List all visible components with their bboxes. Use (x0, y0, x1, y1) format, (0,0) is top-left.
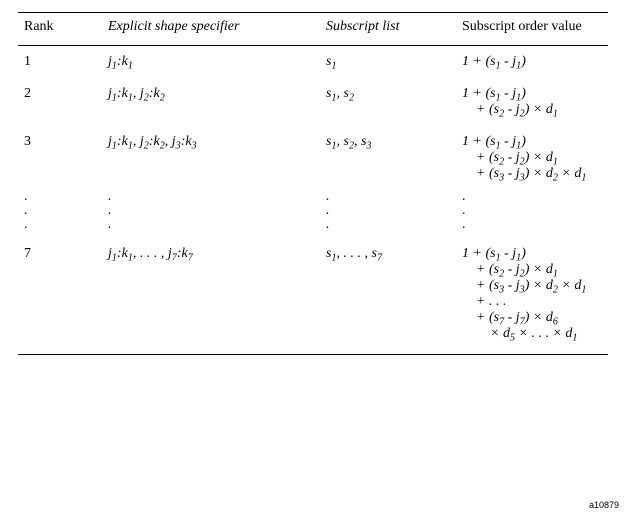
table-row: 3j1:k1, j2:k2, j3:k3s1, s2, s31 + (s1 - … (18, 126, 608, 190)
col-header-sub: Subscript list (320, 13, 456, 46)
cell-rank: 3 (18, 126, 102, 190)
ellipsis-row: .... (18, 190, 608, 204)
cell-rank: 1 (18, 46, 102, 79)
subscript-order-table: Rank Explicit shape specifier Subscript … (18, 12, 608, 355)
ellipsis-cell: . (18, 204, 102, 218)
ellipsis-row: .... (18, 218, 608, 232)
col-header-shape: Explicit shape specifier (102, 13, 320, 46)
col-header-ord: Subscript order value (456, 13, 608, 46)
ellipsis-cell: . (18, 218, 102, 232)
ellipsis-cell: . (456, 190, 608, 204)
cell-rank: 2 (18, 78, 102, 126)
cell-shape-specifier: j1:k1, j2:k2, j3:k3 (102, 126, 320, 190)
cell-subscript-list: s1, s2, s3 (320, 126, 456, 190)
cell-subscript-list: s1, s2 (320, 78, 456, 126)
ellipsis-row: .... (18, 204, 608, 218)
cell-subscript-list: s1 (320, 46, 456, 79)
ellipsis-cell: . (18, 190, 102, 204)
cell-shape-specifier: j1:k1, . . . , j7:k7 (102, 238, 320, 355)
table-row: 2j1:k1, j2:k2s1, s21 + (s1 - j1)+ (s2 - … (18, 78, 608, 126)
table-header-row: Rank Explicit shape specifier Subscript … (18, 13, 608, 46)
table-row: 7j1:k1, . . . , j7:k7s1, . . . , s71 + (… (18, 238, 608, 355)
col-header-rank: Rank (18, 13, 102, 46)
cell-shape-specifier: j1:k1 (102, 46, 320, 79)
ellipsis-cell: . (102, 218, 320, 232)
cell-order-value: 1 + (s1 - j1) (456, 46, 608, 79)
cell-order-value: 1 + (s1 - j1)+ (s2 - j2) × d1+ (s3 - j3)… (456, 238, 608, 355)
cell-order-value: 1 + (s1 - j1)+ (s2 - j2) × d1 (456, 78, 608, 126)
cell-subscript-list: s1, . . . , s7 (320, 238, 456, 355)
ellipsis-cell: . (456, 204, 608, 218)
ellipsis-cell: . (102, 204, 320, 218)
table-body: 1j1:k1s11 + (s1 - j1)2j1:k1, j2:k2s1, s2… (18, 46, 608, 355)
cell-rank: 7 (18, 238, 102, 355)
ellipsis-cell: . (320, 218, 456, 232)
ellipsis-cell: . (456, 218, 608, 232)
ellipsis-cell: . (320, 190, 456, 204)
table-row: 1j1:k1s11 + (s1 - j1) (18, 46, 608, 79)
cell-order-value: 1 + (s1 - j1)+ (s2 - j2) × d1+ (s3 - j3)… (456, 126, 608, 190)
cell-shape-specifier: j1:k1, j2:k2 (102, 78, 320, 126)
ellipsis-cell: . (320, 204, 456, 218)
ellipsis-cell: . (102, 190, 320, 204)
